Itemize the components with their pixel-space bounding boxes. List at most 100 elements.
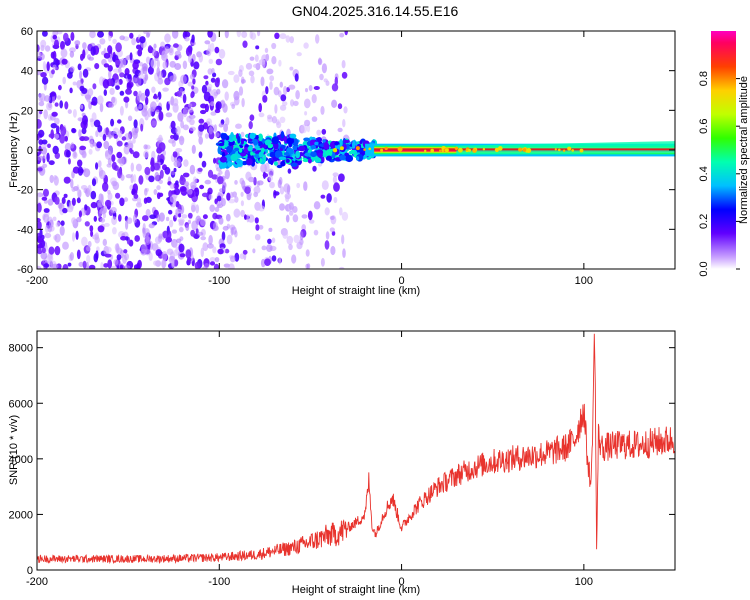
noise-blob	[333, 196, 338, 204]
signal-blob	[351, 140, 356, 149]
noise-blob	[63, 193, 68, 198]
noise-blob	[212, 221, 218, 231]
noise-blob	[293, 234, 300, 244]
noise-blob	[217, 176, 224, 185]
noise-blob	[332, 172, 339, 177]
noise-blob	[70, 31, 75, 41]
noise-blob	[67, 158, 71, 165]
noise-blob	[246, 214, 250, 223]
signal-blob	[270, 160, 274, 166]
signal-blob	[359, 140, 363, 145]
noise-blob	[96, 141, 102, 149]
signal-blob	[252, 138, 259, 146]
noise-blob	[37, 119, 42, 129]
noise-blob	[104, 222, 110, 227]
noise-blob	[77, 166, 84, 176]
noise-blob	[177, 112, 184, 122]
noise-blob	[150, 104, 156, 112]
noise-blob	[54, 233, 61, 243]
noise-blob	[111, 96, 116, 104]
noise-blob	[268, 168, 275, 177]
noise-blob	[279, 104, 287, 111]
noise-blob	[240, 200, 244, 207]
signal-blob	[345, 154, 354, 163]
y-tick-label: -60	[17, 264, 33, 276]
noise-blob	[86, 95, 91, 103]
noise-blob	[277, 179, 282, 189]
noise-blob	[184, 31, 191, 38]
signal-blob	[465, 148, 469, 151]
signal-blob	[230, 153, 239, 162]
noise-blob	[311, 116, 318, 122]
noise-blob	[102, 79, 110, 89]
noise-blob	[107, 65, 113, 72]
noise-blob	[43, 208, 50, 213]
noise-blob	[47, 143, 51, 148]
noise-blob	[145, 96, 149, 106]
noise-blob	[221, 231, 226, 241]
noise-blob	[70, 178, 74, 189]
noise-blob	[321, 180, 329, 191]
noise-blob	[174, 63, 182, 70]
noise-blob	[169, 60, 176, 68]
noise-blob	[134, 235, 140, 242]
signal-blob	[482, 148, 486, 151]
noise-blob	[71, 128, 77, 134]
noise-blob	[191, 144, 196, 154]
noise-blob	[120, 174, 125, 181]
noise-blob	[111, 161, 117, 170]
noise-blob	[341, 211, 349, 221]
noise-blob	[254, 217, 259, 224]
noise-blob	[59, 134, 66, 144]
noise-blob	[89, 31, 96, 39]
noise-blob	[200, 218, 206, 227]
noise-blob	[37, 152, 40, 157]
noise-blob	[84, 189, 89, 195]
noise-blob	[241, 79, 246, 84]
noise-blob	[210, 42, 215, 52]
noise-blob	[143, 197, 148, 204]
noise-blob	[113, 259, 119, 265]
noise-blob	[78, 129, 82, 138]
signal-blob	[219, 161, 228, 169]
snr-x-label: Height of straight line (km)	[292, 584, 420, 596]
noise-blob	[138, 175, 144, 185]
noise-blob	[60, 48, 68, 58]
noise-blob	[174, 208, 182, 214]
noise-blob	[289, 210, 294, 216]
noise-blob	[145, 32, 150, 38]
noise-blob	[37, 193, 40, 202]
noise-blob	[89, 225, 94, 232]
noise-blob	[119, 197, 125, 207]
signal-blob	[498, 146, 503, 151]
noise-blob	[127, 140, 134, 150]
noise-blob	[126, 217, 133, 225]
noise-blob	[176, 238, 182, 244]
noise-blob	[266, 68, 274, 75]
noise-blob	[74, 40, 81, 46]
signal-blob	[258, 133, 263, 142]
noise-blob	[55, 59, 61, 66]
noise-blob	[63, 176, 71, 184]
noise-blob	[198, 124, 205, 132]
noise-blob	[110, 118, 115, 127]
snr-y-label: SNR (10 * v/v)	[8, 415, 20, 485]
noise-blob	[165, 112, 173, 118]
noise-blob	[39, 53, 45, 61]
noise-blob	[93, 253, 99, 263]
noise-blob	[56, 31, 63, 35]
noise-blob	[241, 97, 245, 108]
noise-blob	[210, 111, 217, 116]
noise-blob	[40, 251, 48, 260]
noise-blob	[187, 189, 193, 195]
noise-blob	[200, 103, 207, 109]
noise-blob	[136, 44, 142, 50]
noise-blob	[273, 191, 280, 196]
noise-blob	[316, 129, 322, 136]
noise-blob	[238, 86, 244, 96]
signal-blob	[267, 144, 273, 149]
noise-blob	[54, 245, 61, 256]
noise-blob	[111, 265, 118, 269]
noise-blob	[175, 180, 179, 185]
noise-blob	[64, 135, 68, 142]
